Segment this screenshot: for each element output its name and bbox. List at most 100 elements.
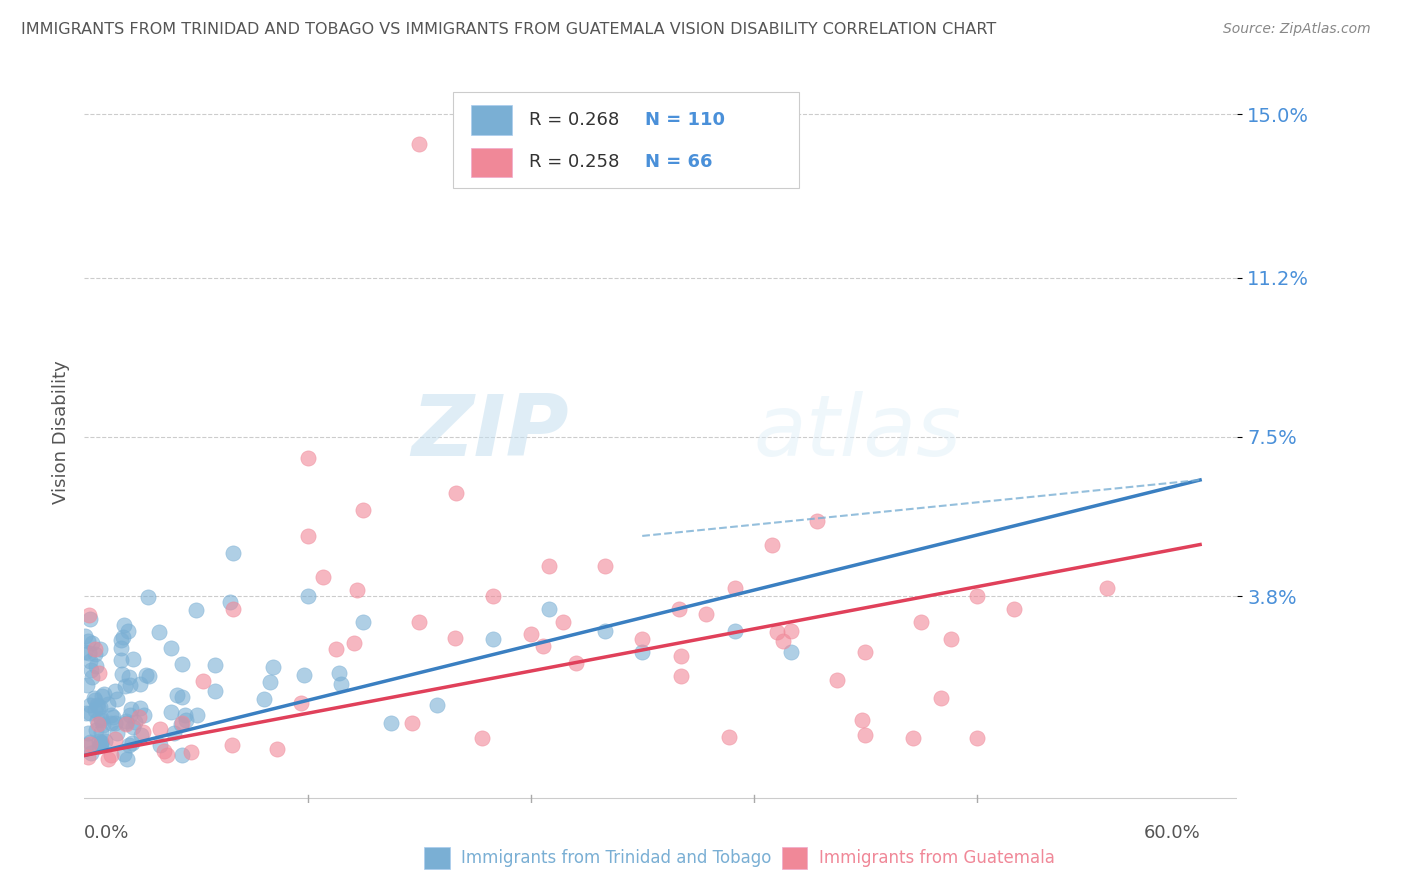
- Point: [172, 747, 194, 762]
- Point: [111, 630, 134, 644]
- Point: [1002, 602, 1025, 616]
- Point: [297, 529, 319, 543]
- Point: [761, 538, 783, 552]
- Point: [114, 717, 136, 731]
- Point: [115, 716, 138, 731]
- Point: [76, 678, 98, 692]
- Point: [538, 559, 561, 574]
- Point: [853, 728, 876, 742]
- Point: [129, 677, 152, 691]
- Point: [218, 594, 240, 608]
- Point: [84, 648, 107, 662]
- Point: [84, 659, 107, 673]
- Text: 60.0%: 60.0%: [1143, 824, 1201, 842]
- Point: [262, 659, 284, 673]
- Point: [520, 627, 543, 641]
- Y-axis label: Vision Disability: Vision Disability: [52, 360, 70, 505]
- Point: [136, 590, 159, 604]
- Point: [191, 673, 214, 688]
- Point: [180, 744, 202, 758]
- Point: [114, 714, 136, 728]
- Point: [380, 715, 402, 730]
- Point: [910, 615, 932, 629]
- Text: N = 110: N = 110: [645, 112, 724, 129]
- Point: [853, 645, 876, 659]
- Point: [903, 731, 925, 746]
- Point: [87, 666, 110, 681]
- Point: [1095, 581, 1118, 595]
- Point: [75, 738, 97, 752]
- Text: N = 66: N = 66: [645, 153, 713, 171]
- Point: [138, 669, 160, 683]
- Point: [184, 602, 207, 616]
- Point: [186, 707, 208, 722]
- Point: [86, 713, 108, 727]
- Point: [825, 673, 848, 687]
- Point: [297, 451, 319, 466]
- Point: [84, 703, 107, 717]
- Point: [90, 738, 112, 752]
- Point: [87, 699, 110, 714]
- Text: Immigrants from Guatemala: Immigrants from Guatemala: [818, 849, 1054, 867]
- Point: [100, 715, 122, 730]
- Point: [122, 720, 145, 734]
- Text: IMMIGRANTS FROM TRINIDAD AND TOBAGO VS IMMIGRANTS FROM GUATEMALA VISION DISABILI: IMMIGRANTS FROM TRINIDAD AND TOBAGO VS I…: [21, 22, 997, 37]
- Point: [170, 657, 193, 671]
- Point: [166, 688, 188, 702]
- Point: [100, 748, 122, 763]
- Point: [110, 653, 132, 667]
- Point: [120, 702, 142, 716]
- Point: [292, 668, 315, 682]
- Point: [80, 663, 103, 677]
- Point: [443, 632, 465, 646]
- Point: [121, 736, 143, 750]
- Point: [222, 602, 245, 616]
- Point: [631, 632, 654, 647]
- Point: [325, 641, 347, 656]
- Point: [780, 645, 803, 659]
- FancyBboxPatch shape: [782, 847, 807, 870]
- Point: [112, 617, 135, 632]
- Point: [172, 690, 194, 705]
- Point: [90, 713, 112, 727]
- Point: [352, 615, 374, 629]
- Point: [80, 746, 103, 760]
- Point: [79, 607, 101, 622]
- Point: [765, 624, 787, 639]
- Point: [966, 589, 988, 603]
- Point: [131, 728, 153, 742]
- Point: [695, 607, 717, 621]
- Point: [724, 624, 747, 638]
- Point: [110, 641, 132, 656]
- Point: [156, 747, 179, 762]
- Point: [163, 726, 186, 740]
- Point: [780, 624, 803, 638]
- Point: [343, 636, 366, 650]
- Point: [669, 669, 692, 683]
- Point: [851, 713, 873, 727]
- Point: [160, 705, 183, 719]
- Point: [104, 683, 127, 698]
- Point: [718, 731, 741, 745]
- Point: [80, 635, 103, 649]
- FancyBboxPatch shape: [471, 147, 512, 178]
- Point: [551, 615, 574, 629]
- Point: [297, 589, 319, 603]
- Point: [148, 738, 170, 752]
- Point: [135, 667, 157, 681]
- Point: [172, 715, 194, 730]
- Point: [73, 645, 96, 659]
- Point: [118, 670, 141, 684]
- Point: [97, 752, 120, 766]
- Point: [401, 716, 423, 731]
- Point: [148, 624, 170, 639]
- Point: [128, 710, 150, 724]
- Point: [90, 711, 112, 725]
- Point: [426, 698, 449, 712]
- Point: [564, 656, 586, 670]
- Point: [724, 581, 747, 595]
- Point: [538, 602, 561, 616]
- Point: [204, 684, 226, 698]
- Point: [112, 747, 135, 761]
- Point: [531, 639, 554, 653]
